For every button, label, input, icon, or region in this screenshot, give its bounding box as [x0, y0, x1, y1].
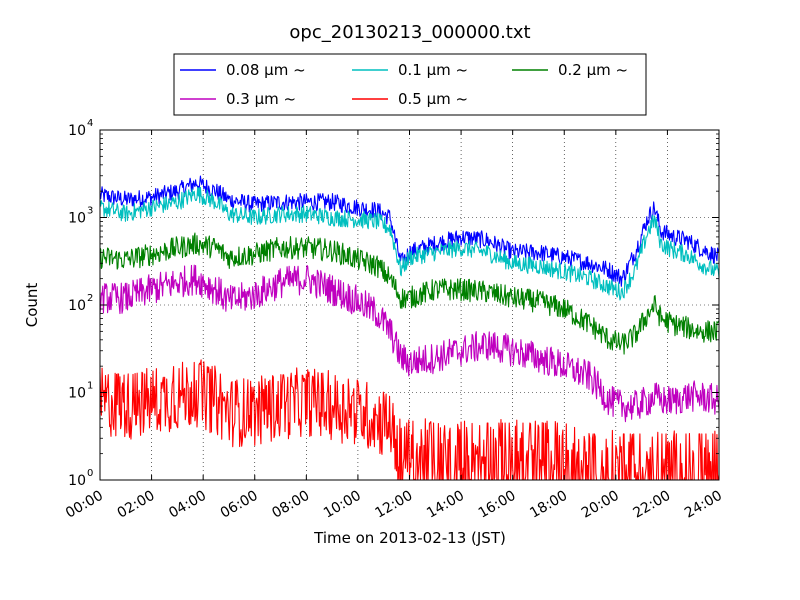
legend-box: [173, 53, 647, 116]
series-line: [99, 232, 720, 355]
y-tick-label: 10: [68, 473, 86, 489]
y-tick-label: 10: [68, 386, 86, 402]
legend-label: 0.1 μm ~: [398, 61, 468, 79]
x-tick-label: 10:00: [321, 488, 364, 522]
legend-label: 0.5 μm ~: [398, 90, 468, 108]
x-tick-label: 08:00: [269, 488, 312, 522]
series-line: [99, 175, 720, 287]
x-tick-label: 04:00: [166, 488, 209, 522]
legend-label: 0.3 μm ~: [226, 90, 296, 108]
y-tick-label: 10: [68, 123, 86, 139]
y-tick-exponent: 0: [87, 468, 93, 479]
x-tick-label: 02:00: [115, 488, 158, 522]
y-tick-exponent: 3: [87, 206, 93, 217]
x-tick-label: 18:00: [527, 488, 570, 522]
x-tick-label: 20:00: [579, 488, 622, 522]
y-tick-exponent: 2: [87, 293, 93, 304]
x-tick-label: 14:00: [424, 488, 467, 522]
x-tick-label: 12:00: [373, 488, 416, 522]
series-line: [99, 264, 720, 423]
series-line: [99, 186, 720, 301]
y-tick-exponent: 1: [87, 381, 93, 392]
x-tick-label: 00:00: [63, 488, 106, 522]
x-tick-label: 16:00: [476, 488, 519, 522]
x-tick-label: 06:00: [218, 488, 261, 522]
y-axis-title: Count: [23, 283, 41, 328]
legend-label: 0.2 μm ~: [558, 61, 628, 79]
y-tick-label: 10: [68, 211, 86, 227]
x-tick-label: 22:00: [630, 488, 673, 522]
plot-area: [100, 130, 719, 480]
y-tick-label: 10: [68, 298, 86, 314]
x-tick-label: 24:00: [682, 488, 725, 522]
chart-title: opc_20130213_000000.txt: [289, 22, 530, 43]
x-axis-title: Time on 2013-02-13 (JST): [313, 529, 506, 547]
legend-label: 0.08 μm ~: [226, 61, 306, 79]
y-tick-exponent: 4: [87, 118, 93, 129]
series-layer: [99, 175, 720, 481]
legend: 0.08 μm ~ 0.1 μm ~ 0.2 μm ~ 0.3 μm ~ 0.5 μm …: [173, 53, 647, 116]
